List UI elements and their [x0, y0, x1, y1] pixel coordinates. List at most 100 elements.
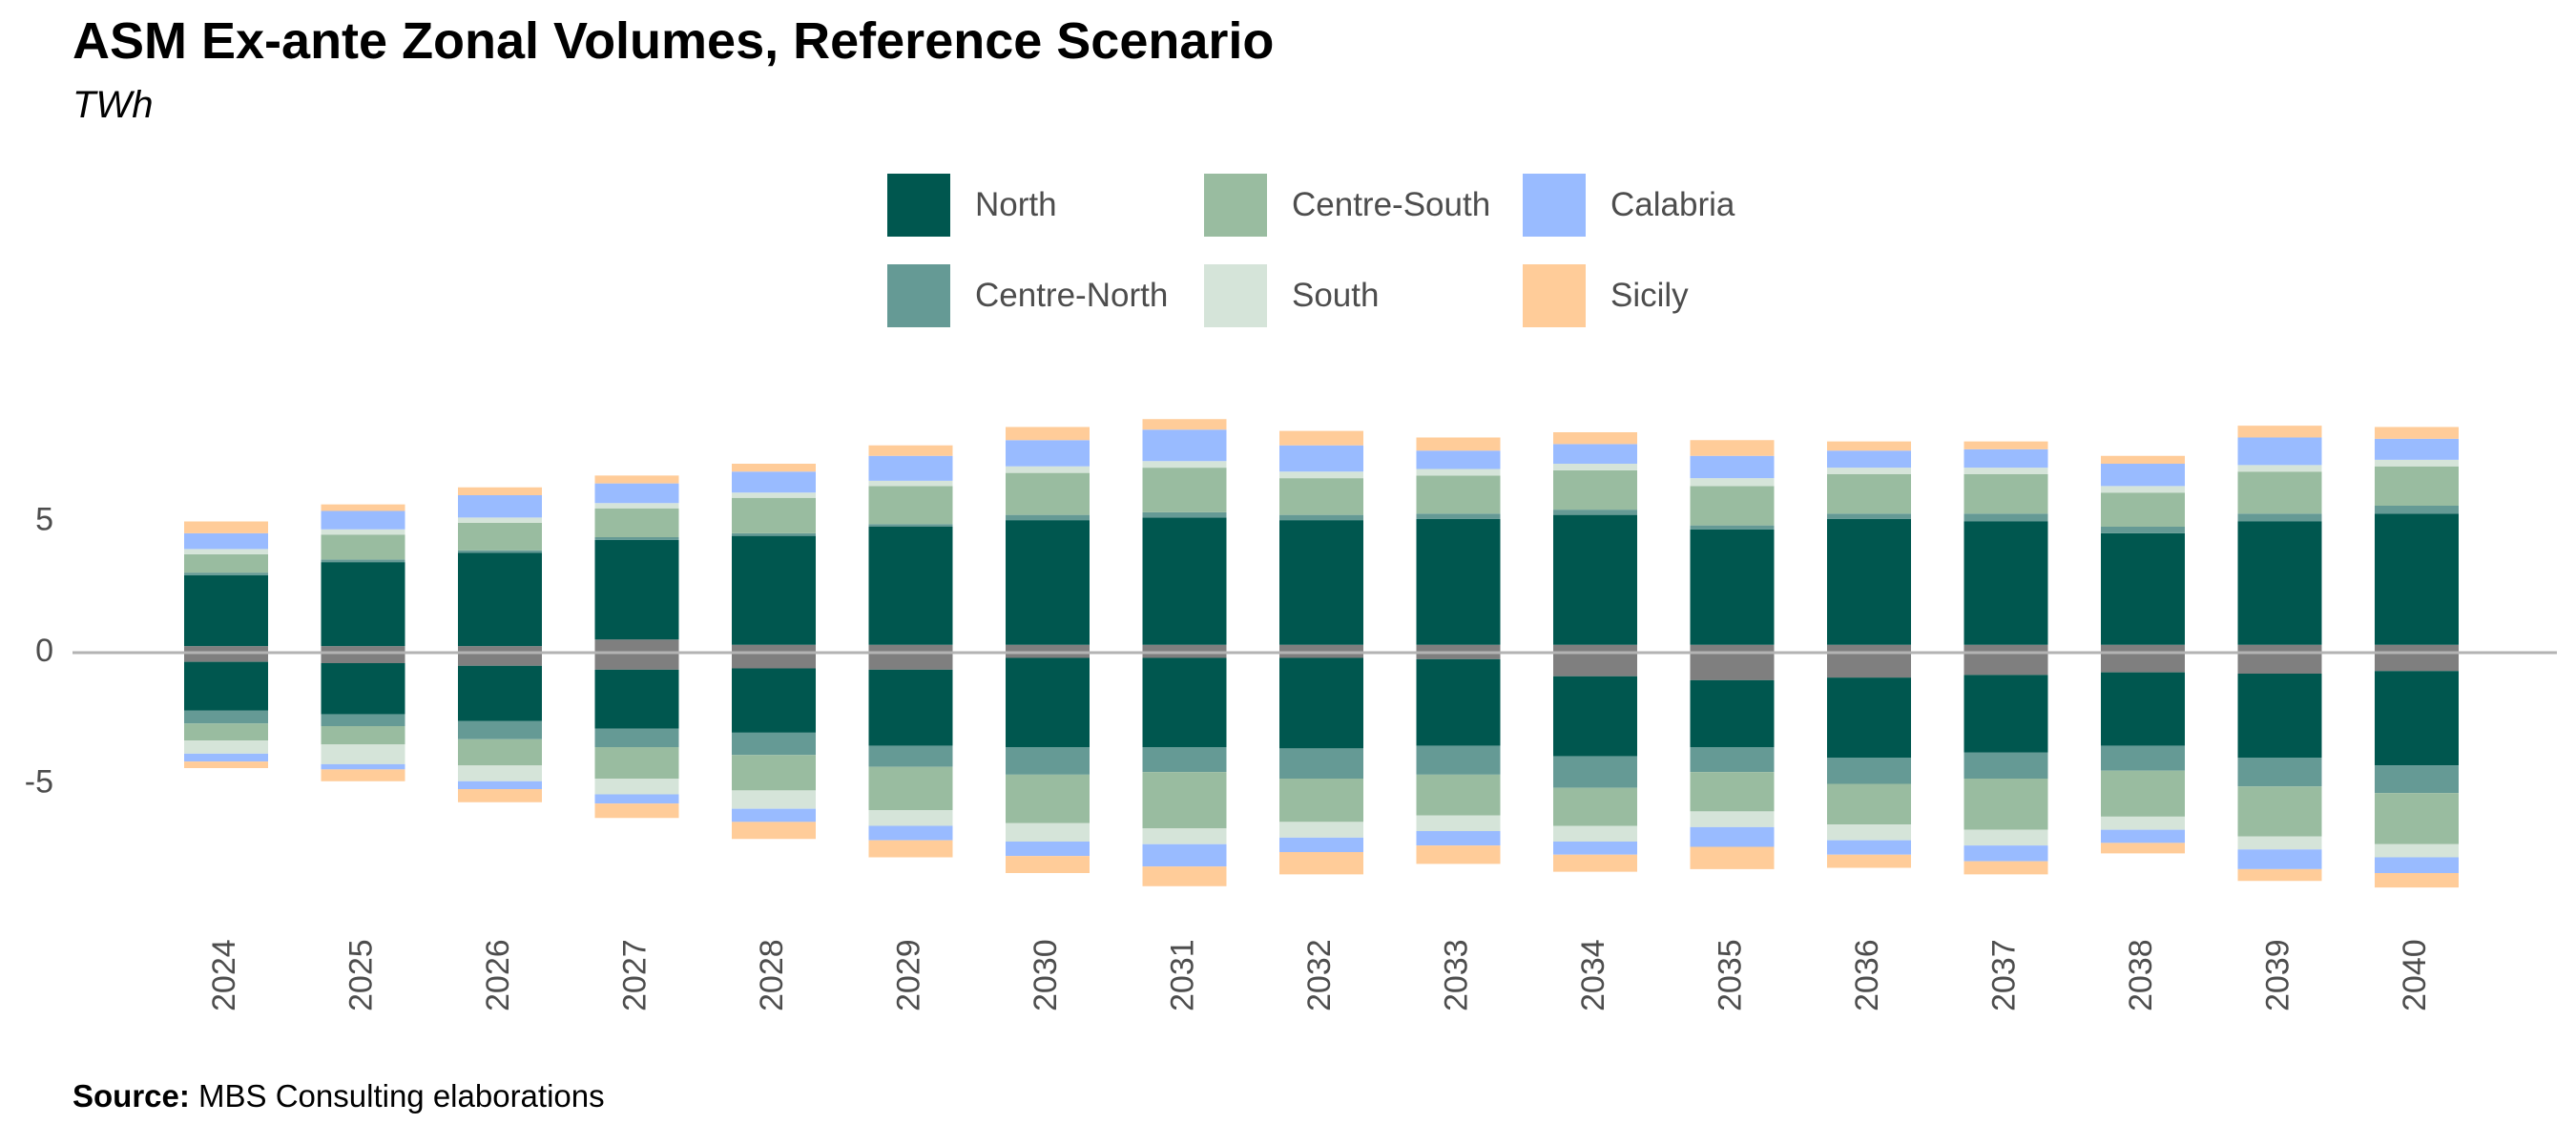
bar-calabria-pos-2027 [594, 483, 679, 504]
source-text: MBS Consulting elaborations [198, 1078, 605, 1114]
bar-south-pos-2024 [184, 549, 268, 554]
bar-north-neg-2036 [1827, 677, 1911, 758]
bar-north-pos-2031 [1142, 517, 1227, 645]
bar-centre-north-pos-2029 [868, 524, 953, 527]
bar-centre-north-neg-2039 [2237, 758, 2322, 787]
bar-centre-north-pos-2033 [1416, 513, 1501, 519]
bar-sicily-pos-2033 [1416, 437, 1501, 451]
bar-centre-north-neg-2031 [1142, 747, 1227, 773]
bar-south-pos-2029 [868, 480, 953, 487]
bar-sicily-pos-2039 [2237, 426, 2322, 438]
bar-sicily-neg-2032 [1279, 852, 1363, 875]
legend-swatch-north [887, 174, 950, 237]
bar-gray-neg-2033 [1416, 653, 1501, 659]
bar-south-neg-2032 [1279, 822, 1363, 838]
bar-north-neg-2031 [1142, 657, 1227, 747]
bar-north-pos-2040 [2375, 513, 2459, 645]
bar-calabria-neg-2032 [1279, 837, 1363, 852]
y-tick-label-0: 0 [35, 633, 53, 669]
bar-sicily-pos-2040 [2375, 427, 2459, 439]
chart-subtitle: TWh [73, 84, 154, 126]
bar-gray-neg-2030 [1006, 653, 1090, 658]
bar-calabria-neg-2027 [594, 794, 679, 804]
bar-calabria-neg-2034 [1553, 842, 1637, 855]
bar-south-pos-2035 [1690, 478, 1775, 487]
bar-centre-south-neg-2032 [1279, 779, 1363, 822]
bar-centre-south-pos-2027 [594, 508, 679, 537]
bar-gray-pos-2031 [1142, 644, 1227, 653]
bar-north-neg-2026 [458, 665, 542, 721]
bar-sicily-neg-2027 [594, 803, 679, 819]
bar-centre-south-pos-2028 [732, 497, 816, 533]
legend-label-centre-south: Centre-South [1292, 186, 1491, 223]
bar-calabria-pos-2026 [458, 495, 542, 518]
legend-swatch-centre-north [887, 264, 950, 327]
x-tick-label-2037: 2037 [1985, 939, 2022, 1011]
bar-sicily-neg-2034 [1553, 854, 1637, 872]
bar-north-neg-2034 [1553, 676, 1637, 757]
bar-centre-north-neg-2037 [1963, 752, 2048, 779]
bar-north-pos-2039 [2237, 521, 2322, 645]
bar-south-neg-2024 [184, 740, 268, 754]
bar-centre-south-neg-2034 [1553, 787, 1637, 826]
bar-sicily-neg-2030 [1006, 856, 1090, 873]
bar-sicily-neg-2025 [321, 769, 405, 781]
legend-label-sicily: Sicily [1610, 277, 1689, 314]
bar-gray-pos-2034 [1553, 644, 1637, 653]
bar-south-neg-2028 [732, 790, 816, 809]
bar-south-neg-2039 [2237, 836, 2322, 850]
bar-north-neg-2033 [1416, 658, 1501, 746]
bar-north-pos-2035 [1690, 529, 1775, 645]
bar-calabria-pos-2032 [1279, 445, 1363, 472]
legend-label-north: North [975, 186, 1057, 223]
legend-swatch-sicily [1523, 264, 1586, 327]
bar-centre-south-pos-2030 [1006, 472, 1090, 515]
bar-sicily-pos-2024 [184, 521, 268, 533]
bar-calabria-pos-2024 [184, 532, 268, 550]
legend-label-centre-north: Centre-North [975, 277, 1169, 314]
bar-south-pos-2038 [2101, 486, 2185, 493]
bar-calabria-neg-2026 [458, 781, 542, 789]
bar-calabria-neg-2040 [2375, 857, 2459, 873]
bar-gray-neg-2040 [2375, 653, 2459, 672]
bar-centre-north-pos-2038 [2101, 527, 2185, 533]
legend-label-calabria: Calabria [1610, 186, 1735, 223]
bar-south-neg-2030 [1006, 822, 1090, 842]
bar-calabria-neg-2028 [732, 808, 816, 822]
bar-centre-south-pos-2031 [1142, 468, 1227, 512]
bar-centre-south-neg-2037 [1963, 779, 2048, 830]
bar-centre-north-pos-2028 [732, 532, 816, 536]
bar-gray-neg-2039 [2237, 653, 2322, 674]
bar-calabria-neg-2024 [184, 753, 268, 762]
legend-item-calabria: Calabria [1523, 174, 1735, 237]
bar-calabria-pos-2025 [321, 510, 405, 530]
chart-legend: North Centre-North Centre-South South Ca… [887, 174, 1841, 345]
bar-north-neg-2032 [1279, 657, 1363, 749]
bar-centre-south-pos-2035 [1690, 486, 1775, 526]
bar-centre-south-neg-2025 [321, 726, 405, 745]
bar-centre-north-pos-2031 [1142, 511, 1227, 518]
bar-centre-north-neg-2027 [594, 728, 679, 747]
bar-sicily-neg-2028 [732, 822, 816, 840]
legend-item-centre-south: Centre-South [1204, 174, 1490, 237]
bar-north-pos-2025 [321, 562, 405, 647]
bar-centre-south-neg-2038 [2101, 770, 2185, 817]
bar-gray-pos-2033 [1416, 644, 1501, 653]
bar-south-neg-2038 [2101, 816, 2185, 830]
bar-south-pos-2036 [1827, 468, 1911, 474]
bar-sicily-neg-2035 [1690, 846, 1775, 869]
bar-sicily-pos-2026 [458, 487, 542, 495]
bar-calabria-neg-2031 [1142, 843, 1227, 867]
bar-centre-north-neg-2035 [1690, 747, 1775, 773]
bar-north-neg-2040 [2375, 671, 2459, 766]
x-tick-label-2033: 2033 [1438, 939, 1474, 1011]
bar-centre-south-pos-2039 [2237, 471, 2322, 514]
bar-sicily-pos-2025 [321, 504, 405, 511]
bar-south-pos-2033 [1416, 468, 1501, 476]
bar-calabria-pos-2030 [1006, 440, 1090, 467]
bar-centre-north-pos-2037 [1963, 513, 2048, 522]
bar-north-pos-2024 [184, 574, 268, 647]
bar-centre-north-neg-2026 [458, 720, 542, 739]
y-tick-label-neg5: -5 [25, 763, 53, 800]
bar-centre-north-neg-2030 [1006, 747, 1090, 775]
